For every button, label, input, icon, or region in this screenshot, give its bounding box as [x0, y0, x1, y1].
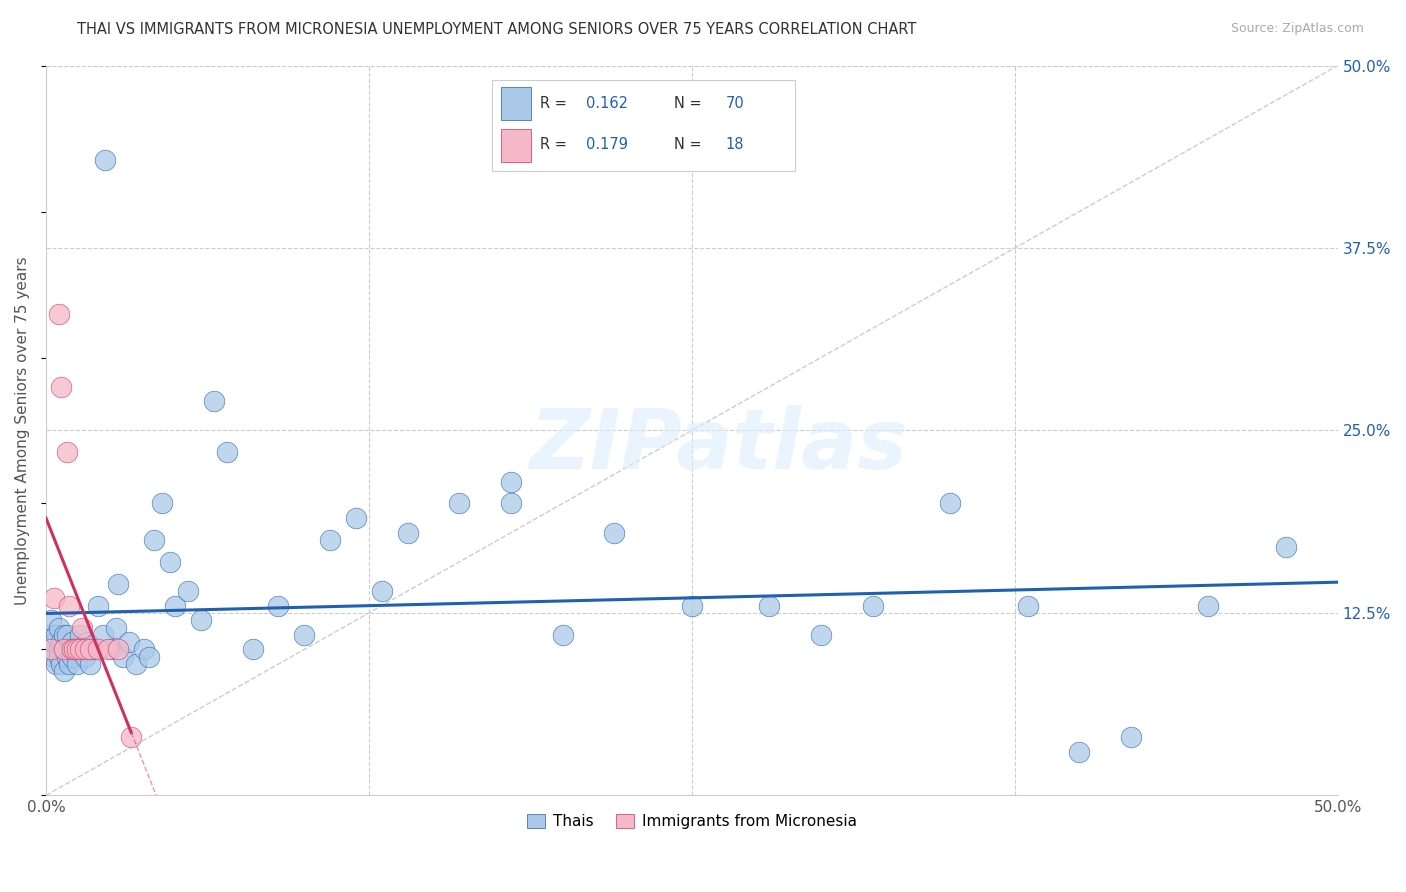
Point [165, 599, 187, 613]
Point [143, 533, 166, 547]
Point [53, 665, 76, 679]
Point [58, 657, 80, 671]
Point [112, 649, 135, 664]
Point [242, 642, 264, 657]
Point [371, 584, 394, 599]
Point [138, 649, 160, 664]
Point [499, 496, 522, 510]
Point [42, 649, 65, 664]
Point [58, 599, 80, 613]
Point [79, 642, 101, 657]
Point [758, 599, 780, 613]
Point [53, 642, 76, 657]
Point [60, 642, 83, 657]
Point [1198, 599, 1220, 613]
Point [79, 657, 101, 671]
Point [810, 628, 832, 642]
Point [45, 657, 67, 671]
Point [396, 525, 419, 540]
Point [159, 555, 181, 569]
Point [38, 628, 60, 642]
Point [134, 642, 156, 657]
Point [48, 307, 70, 321]
Point [63, 642, 86, 657]
Legend: Thais, Immigrants from Micronesia: Thais, Immigrants from Micronesia [520, 808, 863, 835]
Point [39, 642, 62, 657]
Point [100, 642, 122, 657]
Text: Source: ZipAtlas.com: Source: ZipAtlas.com [1230, 22, 1364, 36]
Point [91, 628, 114, 642]
Point [53, 642, 76, 657]
Point [58, 642, 80, 657]
Point [55, 649, 77, 664]
Y-axis label: Unemployment Among Seniors over 75 years: Unemployment Among Seniors over 75 years [15, 256, 30, 605]
Point [1069, 745, 1091, 759]
Point [344, 511, 367, 525]
Text: ZIPatlas: ZIPatlas [529, 405, 907, 485]
Point [125, 657, 148, 671]
Point [939, 496, 962, 510]
Point [60, 635, 83, 649]
Point [551, 628, 574, 642]
Point [73, 649, 96, 664]
Point [603, 525, 626, 540]
Point [449, 496, 471, 510]
Point [53, 628, 76, 642]
Point [104, 621, 127, 635]
Point [86, 642, 108, 657]
Point [82, 642, 104, 657]
Point [117, 635, 139, 649]
Point [39, 613, 62, 627]
Point [70, 621, 93, 635]
Point [499, 475, 522, 489]
Point [107, 642, 129, 657]
Point [1119, 730, 1142, 744]
Point [48, 621, 70, 635]
Point [63, 642, 86, 657]
Point [66, 657, 89, 671]
Point [51, 635, 73, 649]
Point [39, 642, 62, 657]
Point [267, 599, 290, 613]
Point [76, 635, 98, 649]
Point [86, 599, 108, 613]
Point [319, 533, 342, 547]
Point [94, 153, 117, 168]
Point [55, 628, 77, 642]
Point [69, 628, 91, 642]
Point [70, 642, 93, 657]
Point [190, 613, 212, 627]
Point [862, 599, 884, 613]
Point [202, 394, 225, 409]
Point [177, 584, 200, 599]
Text: THAI VS IMMIGRANTS FROM MICRONESIA UNEMPLOYMENT AMONG SENIORS OVER 75 YEARS CORR: THAI VS IMMIGRANTS FROM MICRONESIA UNEMP… [77, 22, 917, 37]
Point [681, 599, 703, 613]
Point [69, 642, 91, 657]
Point [48, 649, 70, 664]
Point [292, 628, 315, 642]
Point [97, 642, 120, 657]
Point [55, 445, 77, 459]
Point [60, 649, 83, 664]
Point [42, 635, 65, 649]
Point [66, 642, 89, 657]
Point [42, 591, 65, 606]
Point [150, 496, 173, 510]
Point [51, 657, 73, 671]
Point [107, 576, 129, 591]
Point [51, 380, 73, 394]
Point [215, 445, 238, 459]
Point [45, 628, 67, 642]
Point [1017, 599, 1039, 613]
Point [48, 642, 70, 657]
Point [1275, 541, 1298, 555]
Point [120, 730, 142, 744]
Point [73, 642, 96, 657]
